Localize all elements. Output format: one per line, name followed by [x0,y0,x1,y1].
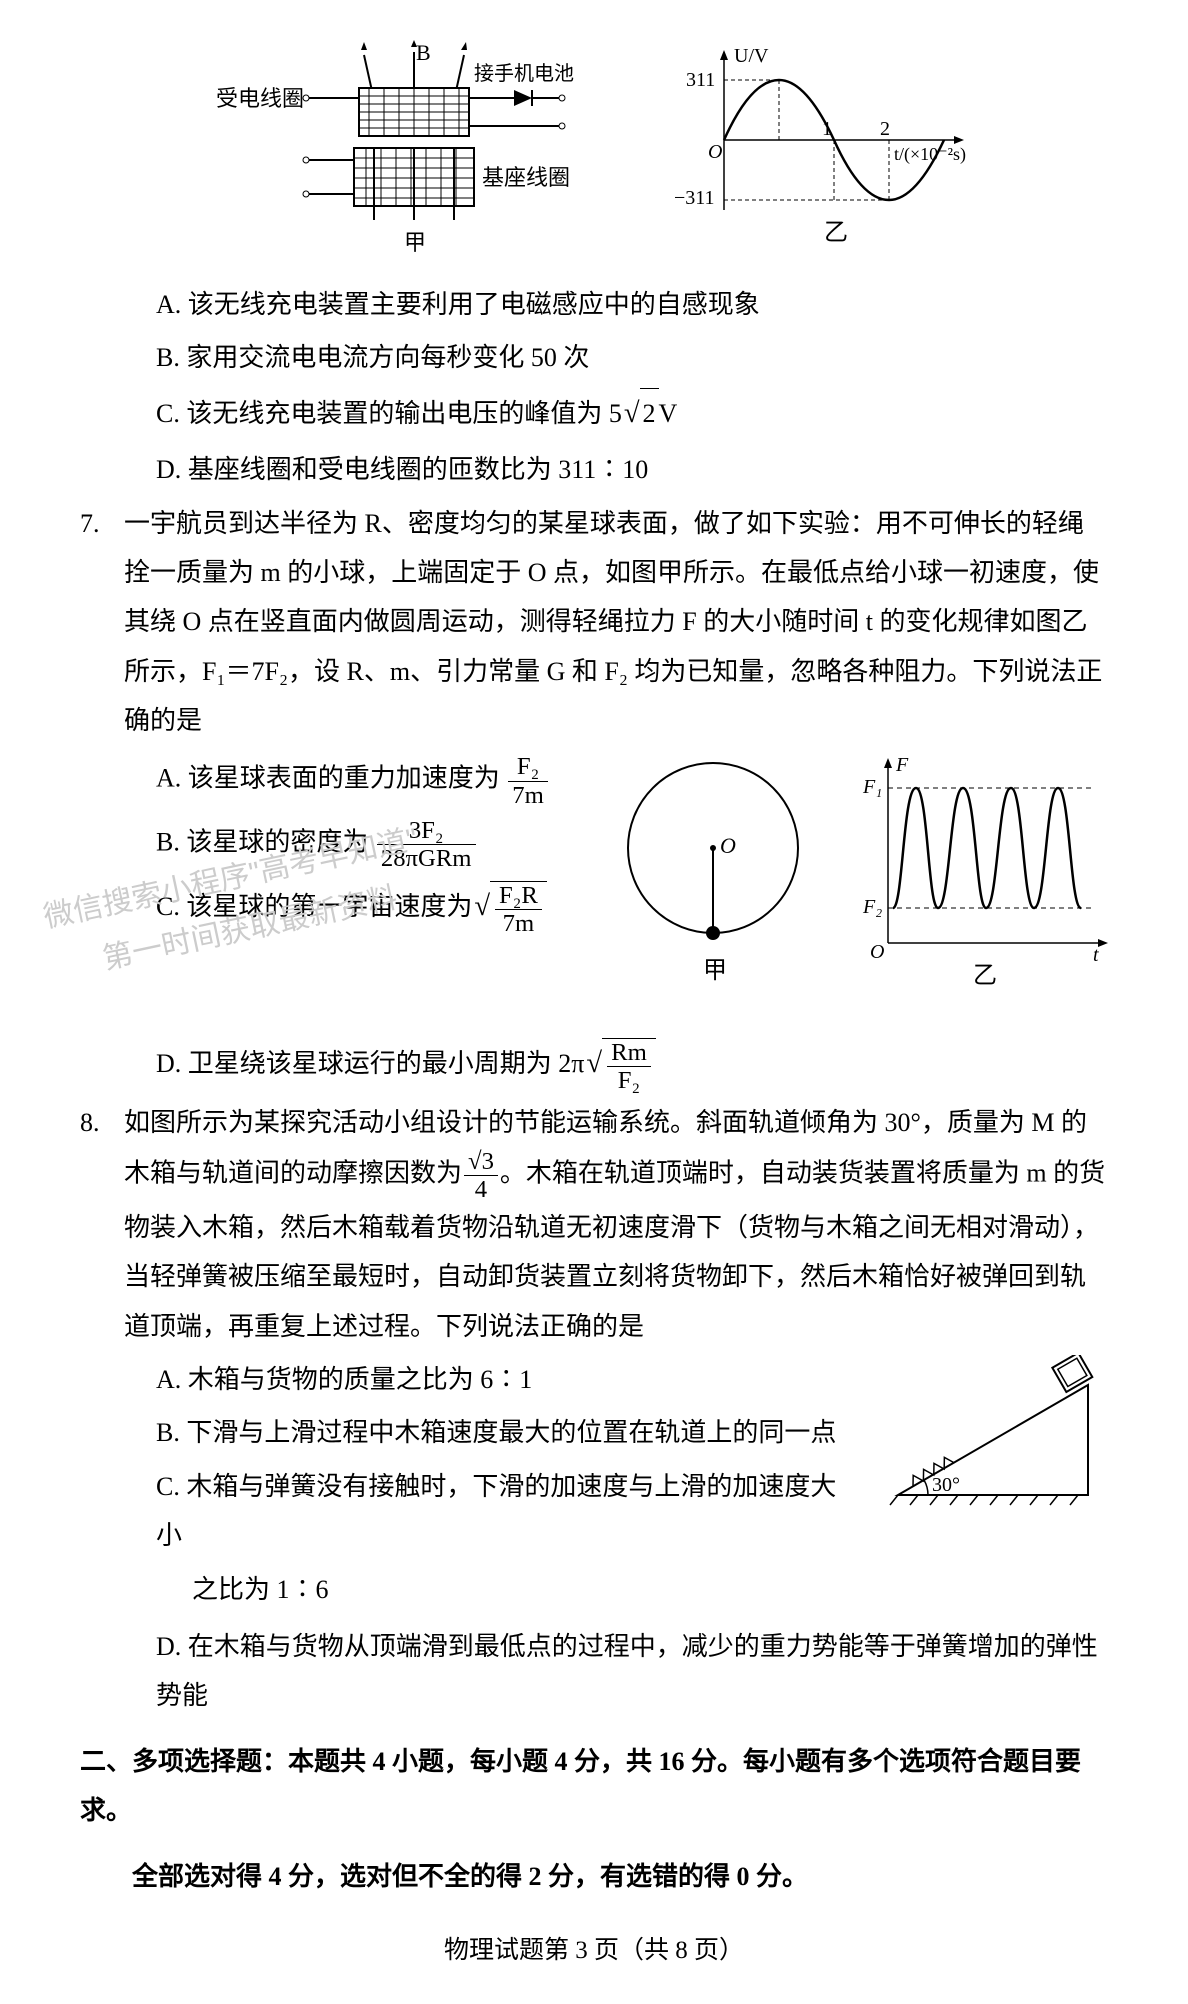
q7-options-wrap: O 甲 F F₁ F₂ O [80,753,1108,1033]
q7-caption-yi: 乙 [973,963,997,989]
q7-F1: F₁ [862,776,882,798]
label-base-coil: 基座线圈 [482,165,570,190]
q7-origin: O [870,941,884,963]
q7-F2: F₂ [862,896,882,918]
q8-body: 如图所示为某探究活动小组设计的节能运输系统。斜面轨道倾角为 30°，质量为 M … [124,1098,1108,1351]
q8-opt-C2: 之比为 1∶6 [80,1565,1108,1614]
q7-opt-D-sqrt: RmF₂ [586,1037,655,1094]
page-footer: 物理试题第 3 页（共 8 页） [80,1927,1108,1975]
ylabel-uv: U/V [734,45,769,67]
q6-figures: B [80,40,1108,260]
q7-opt-D: D. 卫星绕该星球运行的最小周期为 2πRmF₂ [80,1037,1108,1094]
q7-opt-D-pre: D. 卫星绕该星球运行的最小周期为 2π [156,1049,584,1078]
caption-jia: 甲 [404,230,426,255]
caption-yi: 乙 [824,220,848,246]
q6-opt-C: C. 该无线充电装置的输出电压的峰值为 52V [80,387,1108,441]
q7-opt-A-frac: F₂7m [508,753,548,808]
q8-num: 8. [80,1098,124,1147]
q7-opt-B-pre: B. 该星球的密度为 [156,827,368,856]
origin-O: O [708,141,722,163]
q7-figures: O 甲 F F₁ F₂ O [618,753,1108,993]
figure-coil: B [214,40,574,260]
q8-angle: 30° [932,1474,960,1496]
q6-opt-C-pre: C. 该无线充电装置的输出电压的峰值为 5 [156,399,622,428]
q7-fig-Ft: F F₁ F₂ O t 乙 [858,753,1108,993]
section-2-line1: 二、多项选择题：本题共 4 小题，每小题 4 分，共 16 分。每小题有多个选项… [80,1737,1108,1836]
q7-center-O: O [720,833,736,858]
q7-caption-jia: 甲 [703,958,727,984]
label-connect: 接手机电池 [474,62,574,85]
q7-xlabel: t [1093,944,1099,966]
figure-sine: U/V 311 −311 O 1 2 t/(×10⁻²s) 乙 [654,40,974,250]
q8-figure-incline: 30° [868,1355,1108,1515]
label-rx-coil: 受电线圈 [216,86,304,111]
q7-fig-circle: O 甲 [618,753,808,993]
q6-opt-B: B. 家用交流电电流方向每秒变化 50 次 [80,333,1108,382]
q7-num: 7. [80,499,124,548]
q7-opt-B-frac: 3F₂28πGRm [377,817,476,872]
page: B [0,0,1188,2004]
q7-opt-C-pre: C. 该星球的第一宇宙速度为 [156,892,472,921]
label-311: 311 [686,69,715,91]
sqrt2: 2 [624,387,659,441]
q7-ylabel-F: F [895,754,909,776]
label-neg311: −311 [674,187,715,209]
q6-opt-A: A. 该无线充电装置主要利用了电磁感应中的自感现象 [80,280,1108,329]
q8-opt-D: D. 在木箱与货物从顶端滑到最低点的过程中，减少的重力势能等于弹簧增加的弹性势能 [80,1622,1108,1721]
q7: 7. 一宇航员到达半径为 R、密度均匀的某星球表面，做了如下实验：用不可伸长的轻… [80,499,1108,746]
label-B: B [416,40,431,65]
watermark-2: 第一时间获取最新资料 [97,870,402,988]
tick-2: 2 [880,118,890,140]
q8: 8. 如图所示为某探究活动小组设计的节能运输系统。斜面轨道倾角为 30°，质量为… [80,1098,1108,1351]
xlabel-t: t/(×10⁻²s) [894,144,966,165]
q7-opt-C: C. 该星球的第一宇宙速度为F₂R7m 微信搜索小程序"高考早知道" 第一时间获… [80,880,716,937]
tick-1: 1 [822,118,832,140]
q7-opt-A-pre: A. 该星球表面的重力加速度为 [156,764,500,793]
section-2-line2: 全部选对得 4 分，选对但不全的得 2 分，有选错的得 0 分。 [80,1852,1108,1901]
q7-opt-C-sqrt: F₂R7m [474,880,547,937]
q6-opt-C-post: V [659,399,678,428]
q8-options: 30° A. 木箱与货物的质量之比为 6∶1 B. 下滑与上滑过程中木箱速度最大… [80,1355,1108,1721]
q7-body: 一宇航员到达半径为 R、密度均匀的某星球表面，做了如下实验：用不可伸长的轻绳拴一… [124,499,1108,746]
q6-opt-D: D. 基座线圈和受电线圈的匝数比为 311∶10 [80,445,1108,494]
q8-mu: √34 [464,1148,498,1203]
